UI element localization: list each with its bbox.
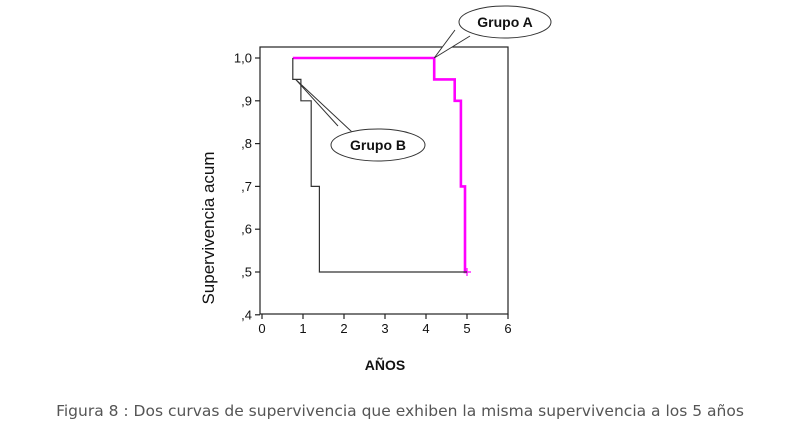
x-tick-label: 0 xyxy=(258,321,265,336)
series-line-grupo-b xyxy=(292,58,467,273)
x-tick-label: 3 xyxy=(381,321,388,336)
y-tick-label: ,7 xyxy=(241,179,252,194)
x-tick-label: 1 xyxy=(299,321,306,336)
y-tick-label: ,6 xyxy=(241,222,252,237)
x-tick-label: 4 xyxy=(422,321,429,336)
callout-seam xyxy=(455,30,470,36)
y-axis-title: Supervivencia acum xyxy=(199,151,218,304)
y-tick-label: ,9 xyxy=(241,93,252,108)
callout-pointer-grupo-a xyxy=(433,29,471,59)
y-tick-label: 1,0 xyxy=(234,51,252,66)
survival-chart: 1,0 ,9 ,8 ,7 ,6 ,5 ,4 0 1 2 3 4 5 6 Grupo A Grupo B A… xyxy=(199,5,552,373)
x-tick-label: 2 xyxy=(340,321,347,336)
callout-label-grupo-b: Grupo B xyxy=(350,137,406,153)
annotation-layer: Grupo A Grupo B xyxy=(295,5,552,162)
x-axis-title: AÑOS xyxy=(365,356,405,373)
callout-pointer-grupo-b xyxy=(295,79,353,133)
y-tick-label: ,8 xyxy=(241,136,252,151)
y-axis-ticks: 1,0 ,9 ,8 ,7 ,6 ,5 ,4 xyxy=(234,51,260,322)
callout-seam xyxy=(338,126,352,132)
figure-caption: Figura 8 : Dos curvas de supervivencia q… xyxy=(56,402,744,420)
callout-label-grupo-a: Grupo A xyxy=(477,14,532,30)
series-line-grupo-a xyxy=(292,56,467,274)
x-tick-label: 6 xyxy=(504,321,511,336)
callout-bubble-grupo-b xyxy=(330,128,426,162)
x-axis-ticks: 0 1 2 3 4 5 6 xyxy=(258,314,512,336)
x-tick-label: 5 xyxy=(463,321,470,336)
plot-frame xyxy=(259,46,509,315)
series-layer xyxy=(292,56,471,276)
y-tick-label: ,4 xyxy=(241,307,252,322)
callout-bubble-grupo-a xyxy=(458,5,552,39)
y-tick-label: ,5 xyxy=(241,265,252,280)
